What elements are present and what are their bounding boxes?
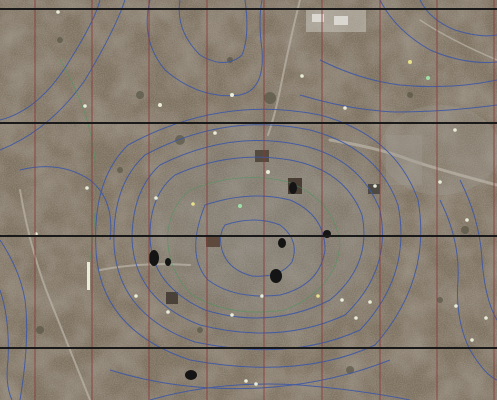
survey-marker: [56, 10, 60, 14]
survey-point-markers: [34, 10, 488, 386]
survey-marker: [154, 196, 158, 200]
survey-marker: [453, 128, 457, 132]
excavation-pit: [278, 238, 286, 248]
excavation-pit: [185, 370, 197, 380]
contour-line: [19, 166, 112, 241]
contour-line: [178, 0, 248, 63]
survey-marker: [254, 382, 258, 386]
shrub: [437, 297, 443, 303]
dirt-road: [99, 263, 191, 271]
survey-marker: [166, 310, 170, 314]
survey-marker: [87, 262, 90, 290]
shrub: [117, 167, 123, 173]
shrub: [346, 366, 354, 374]
shrub: [136, 91, 144, 99]
survey-marker: [85, 186, 89, 190]
structure: [166, 292, 178, 304]
survey-marker: [340, 298, 344, 302]
shrub: [264, 92, 276, 104]
contour-line: [379, 0, 497, 63]
contour-line: [299, 94, 497, 113]
contour-line: [195, 195, 326, 297]
survey-marker: [454, 304, 458, 308]
cleared-pad: [386, 135, 422, 185]
structure: [206, 236, 220, 247]
structure: [368, 184, 380, 194]
contour-line: [0, 239, 28, 400]
building: [312, 14, 324, 22]
survey-marker: [134, 294, 138, 298]
contour-line: [0, 289, 13, 400]
survey-marker: [244, 379, 248, 383]
contour-line: [146, 0, 263, 97]
survey-marker: [408, 60, 412, 64]
structure: [255, 150, 269, 162]
survey-marker: [438, 180, 442, 184]
contour-line: [419, 0, 497, 37]
survey-marker: [191, 202, 195, 206]
contour-line: [95, 108, 422, 368]
survey-marker: [465, 218, 469, 222]
survey-marker: [260, 294, 264, 298]
shrub: [175, 135, 185, 145]
survey-marker: [343, 106, 347, 110]
survey-marker: [354, 316, 358, 320]
excavation-pit: [270, 269, 282, 283]
excavation-pit: [165, 258, 171, 266]
dirt-road: [19, 189, 91, 400]
excavation-pit: [289, 182, 297, 194]
ground-structures: [166, 10, 422, 304]
contour-line: [459, 179, 497, 321]
dirt-road: [419, 19, 497, 61]
excavation-pit: [149, 250, 159, 266]
dark-pits: [149, 182, 331, 380]
contour-line: [109, 359, 391, 390]
survey-marker: [230, 93, 234, 97]
dirt-road: [267, 0, 301, 136]
building: [334, 16, 348, 25]
survey-marker: [158, 103, 162, 107]
contour-line: [113, 124, 402, 351]
survey-marker: [368, 300, 372, 304]
contour-line: [149, 156, 365, 319]
contour-line: [131, 140, 383, 334]
survey-marker: [266, 170, 270, 174]
survey-marker: [238, 204, 242, 208]
shrub: [461, 226, 469, 234]
survey-marker: [316, 294, 320, 298]
survey-marker: [470, 338, 474, 342]
survey-marker: [300, 74, 304, 78]
survey-marker: [426, 76, 430, 80]
contour-line: [319, 59, 497, 88]
contour-line: [59, 59, 97, 261]
dirt-road: [328, 138, 497, 187]
survey-marker: [230, 313, 234, 317]
survey-marker: [373, 184, 377, 188]
major-grid: [0, 8, 497, 349]
access-roads: [19, 0, 497, 400]
contour-line: [0, 0, 126, 151]
contour-line: [0, 0, 101, 121]
survey-marker: [83, 104, 87, 108]
survey-marker: [484, 316, 488, 320]
shrub: [36, 326, 44, 334]
minor-grid: [34, 0, 495, 400]
shrub: [197, 327, 203, 333]
shrub: [407, 92, 413, 98]
contour-line: [149, 383, 411, 400]
shrub: [57, 37, 63, 43]
survey-marker: [213, 131, 217, 135]
